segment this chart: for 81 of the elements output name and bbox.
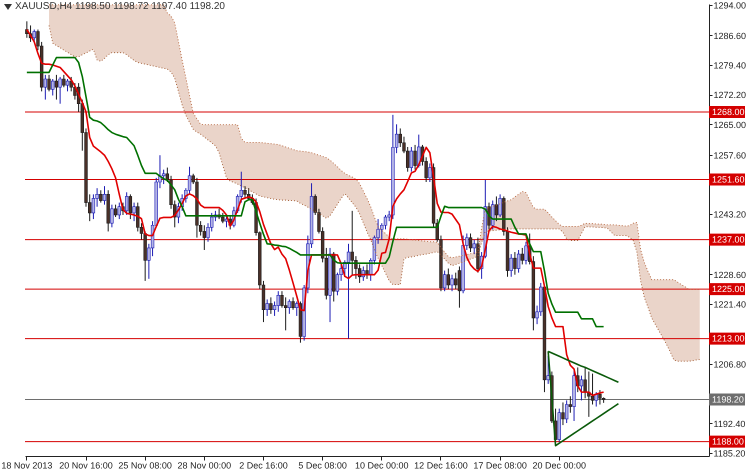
candlestick — [51, 78, 54, 96]
candlestick — [114, 204, 118, 218]
candlestick — [561, 402, 565, 426]
candlestick — [58, 76, 62, 104]
y-tick-label: 1221.40 — [714, 299, 746, 310]
candlestick — [346, 243, 350, 340]
y-tick-label: 1279.40 — [714, 60, 746, 70]
candlestick — [62, 74, 66, 88]
candlestick — [413, 144, 417, 170]
y-tick-label: 1257.60 — [714, 150, 746, 160]
ref-line-label: 1237.00 — [712, 234, 745, 245]
candlestick — [524, 241, 528, 265]
candlestick — [99, 190, 102, 204]
x-tick-label: 25 Nov 08:00 — [118, 460, 172, 470]
candlestick — [132, 202, 136, 222]
x-tick-label: 12 Dec 16:00 — [414, 460, 468, 470]
candlestick — [568, 396, 572, 414]
x-tick-label: 20 Dec 00:00 — [532, 460, 586, 470]
candlestick — [221, 212, 224, 224]
candlestick — [498, 194, 502, 218]
candlestick — [446, 268, 450, 290]
candlestick — [564, 400, 568, 424]
ref-line-label: 1251.60 — [712, 174, 745, 185]
x-tick-label: 28 Nov 00:00 — [178, 460, 232, 470]
candlestick — [66, 78, 70, 92]
candlestick — [124, 192, 128, 216]
candlestick — [288, 298, 292, 314]
candlestick — [510, 254, 513, 278]
candlestick — [472, 239, 476, 255]
y-tick-label: 1294.00 — [714, 0, 746, 10]
ref-line-label: 1268.00 — [712, 106, 745, 117]
candlestick — [118, 202, 121, 220]
candlestick — [513, 252, 517, 276]
chart-title: XAUUSD,H4 1198.50 1198.72 1197.40 1198.20 — [15, 1, 225, 12]
candlestick — [102, 186, 106, 206]
candlestick — [428, 162, 432, 182]
x-tick-label: 10 Dec 00:00 — [355, 460, 409, 470]
candlestick — [291, 296, 295, 310]
y-tick-label: 1206.80 — [714, 360, 746, 370]
candlestick — [580, 375, 584, 401]
candlestick — [110, 204, 114, 228]
candlestick — [410, 146, 414, 172]
ref-line-label: 1198.20 — [712, 394, 744, 405]
candlestick — [54, 74, 58, 100]
y-tick-label: 1272.20 — [714, 90, 746, 100]
candlestick — [202, 224, 206, 250]
x-tick-label: 20 Nov 16:00 — [59, 460, 113, 470]
candlestick — [269, 296, 273, 314]
ref-line-label: 1188.00 — [712, 436, 744, 447]
candlestick — [128, 194, 132, 220]
candlestick — [494, 196, 498, 222]
y-tick-label: 1228.60 — [714, 270, 746, 280]
y-tick-label: 1185.20 — [714, 448, 746, 459]
candlestick — [44, 74, 48, 100]
candlestick — [491, 200, 494, 230]
candlestick — [276, 290, 280, 312]
ref-line-label: 1213.00 — [712, 334, 745, 344]
candlestick — [70, 76, 73, 92]
y-tick-label: 1243.20 — [714, 210, 746, 220]
ref-line-label: 1225.00 — [712, 284, 745, 294]
candlestick — [350, 210, 354, 276]
candlestick — [520, 247, 524, 265]
line-series — [26, 56, 604, 328]
y-tick-label: 1192.40 — [714, 418, 746, 429]
candlestick — [265, 298, 269, 316]
y-tick-label: 1265.00 — [714, 120, 746, 130]
candlestick — [295, 300, 298, 316]
candlestick — [417, 134, 420, 168]
candlestick — [47, 74, 51, 92]
x-tick-label: 17 Dec 08:00 — [473, 460, 527, 470]
candlestick — [32, 29, 36, 42]
candlestick — [442, 270, 446, 292]
x-tick-label: 2 Dec 16:00 — [239, 460, 288, 470]
x-tick-label: 18 Nov 2013 — [1, 460, 52, 470]
candlestick — [454, 272, 458, 290]
y-tick-label: 1286.60 — [714, 30, 746, 41]
x-tick-label: 5 Dec 08:00 — [298, 460, 347, 470]
candlestick — [516, 249, 520, 274]
candlestick — [450, 274, 454, 292]
candlestick — [458, 266, 462, 308]
candlestick — [598, 390, 602, 405]
